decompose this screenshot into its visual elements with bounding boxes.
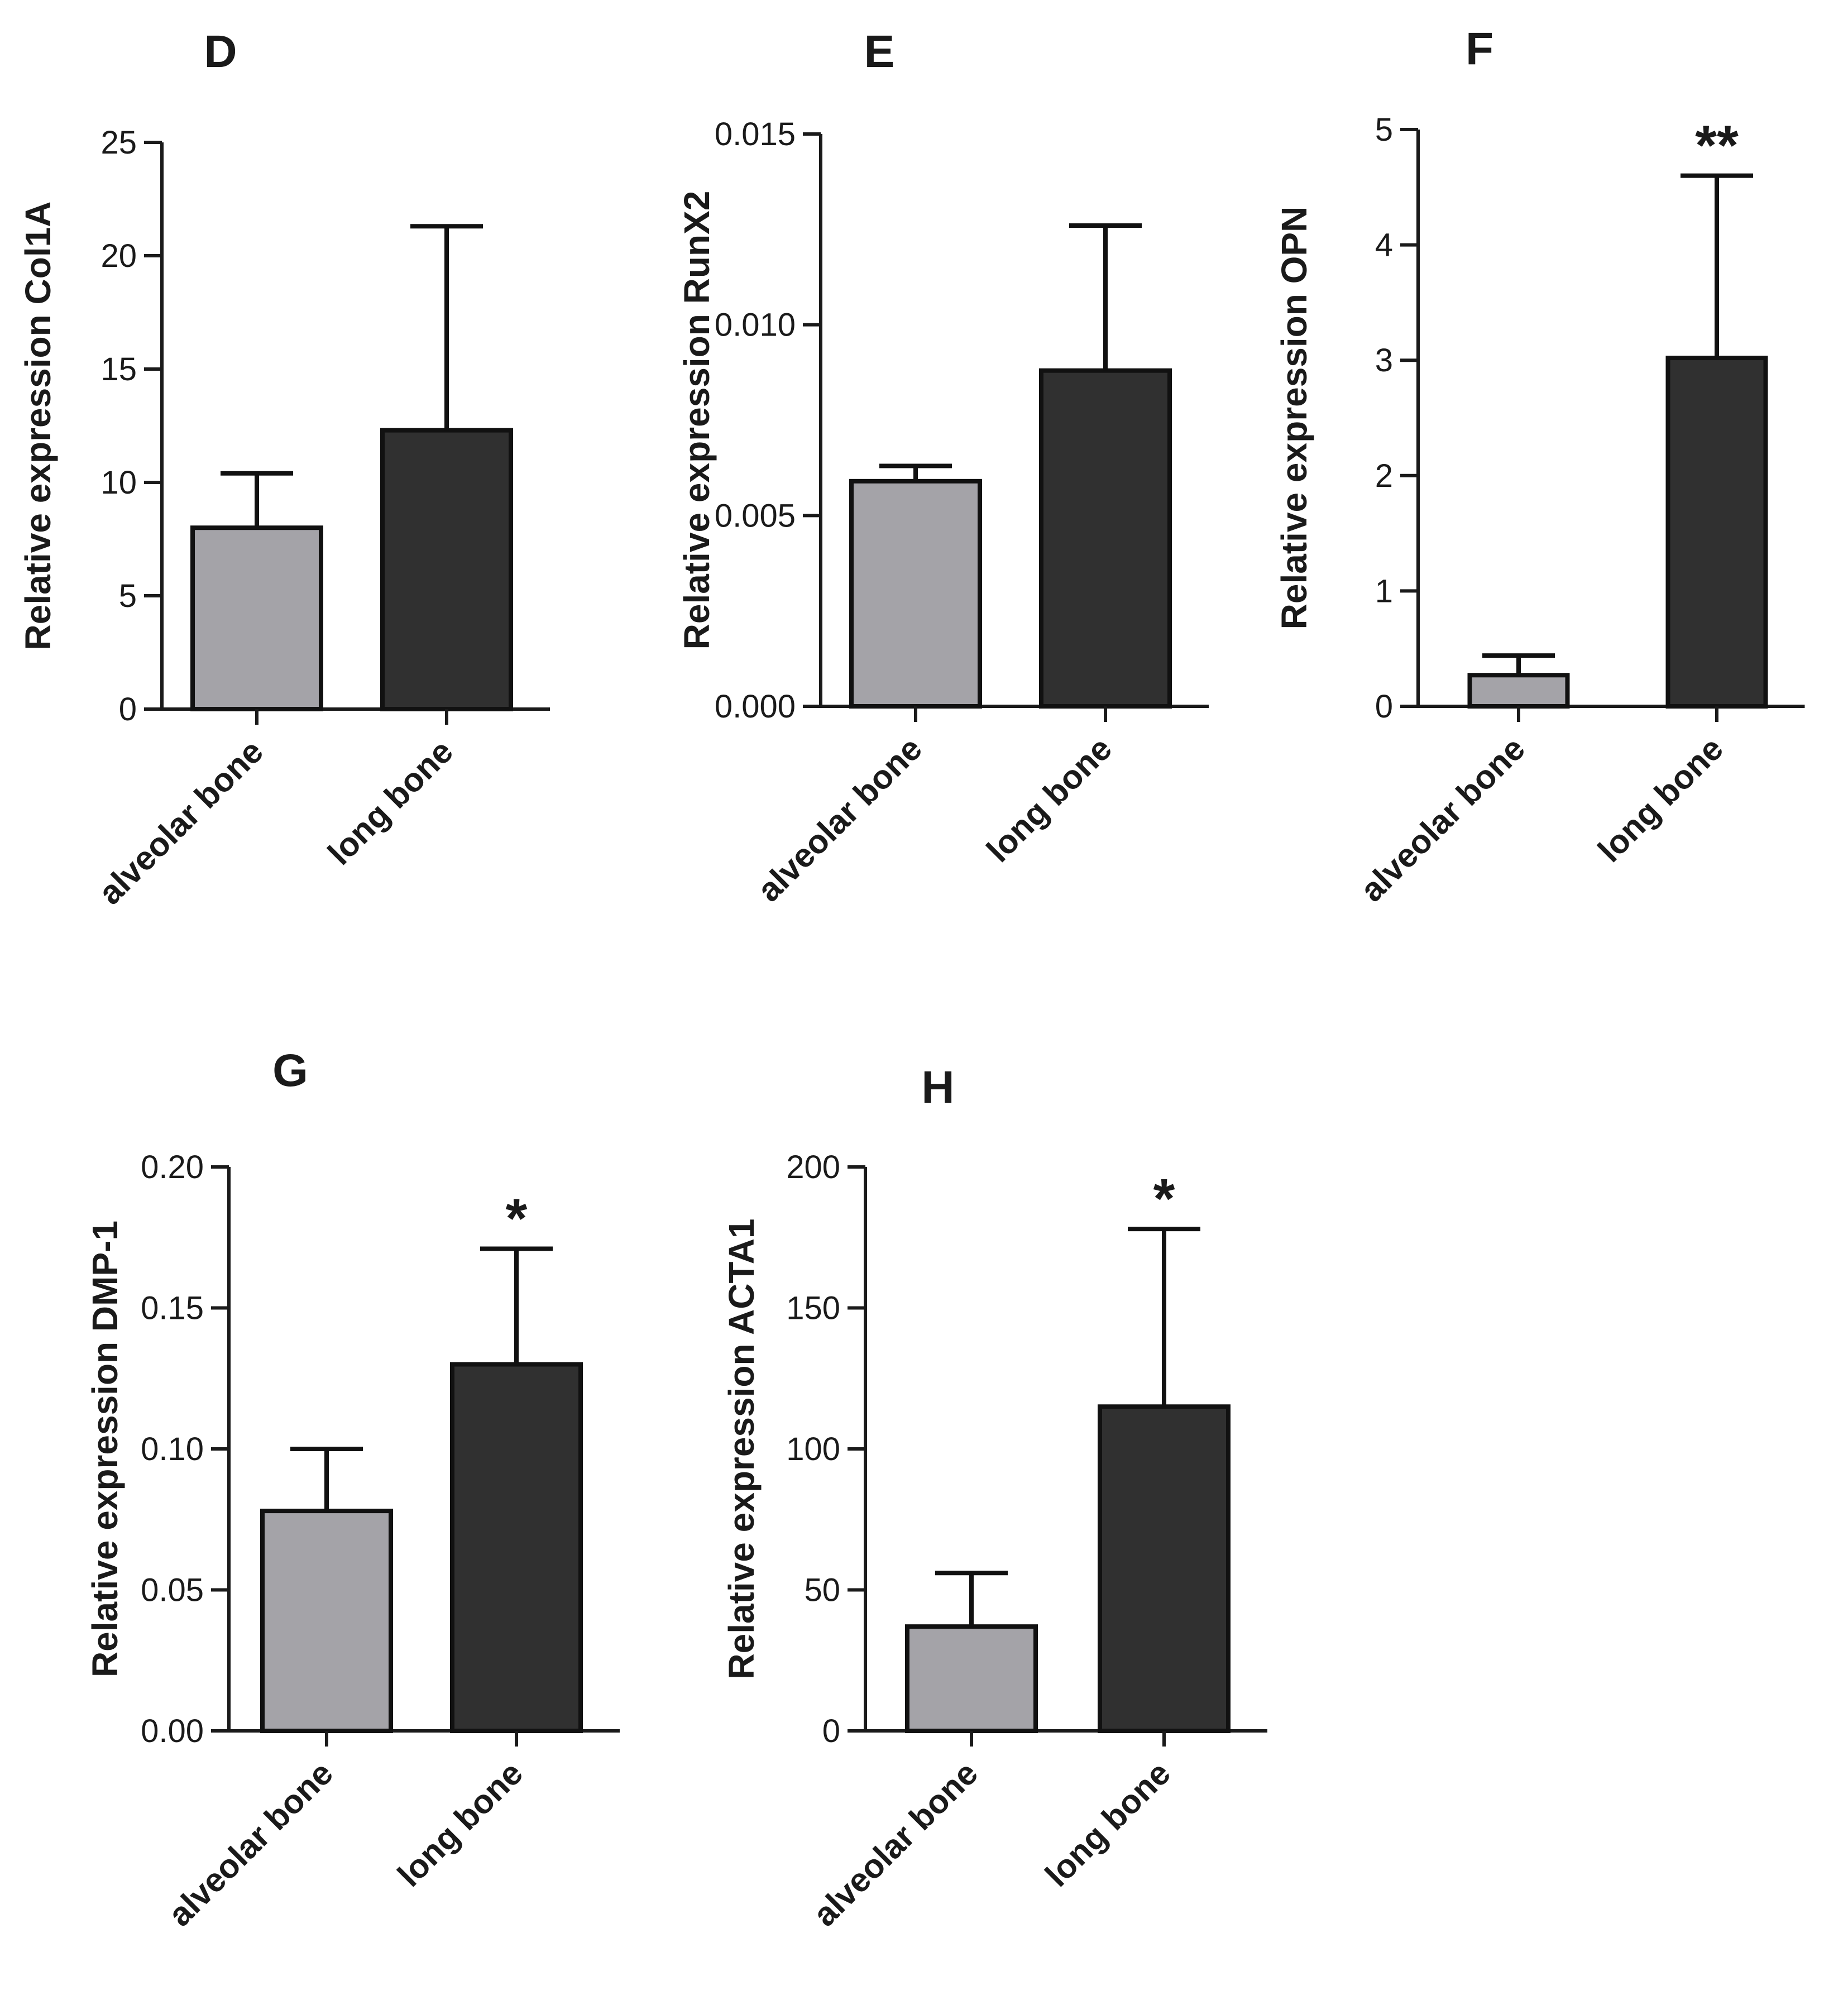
y-tick-label: 0.000 xyxy=(715,688,796,725)
x-tick-label-long-bone: long bone xyxy=(390,1754,530,1894)
y-tick-label: 0 xyxy=(119,691,137,728)
y-tick-label: 5 xyxy=(119,578,137,614)
y-tick-label: 0.05 xyxy=(141,1572,204,1609)
y-tick-label: 15 xyxy=(100,351,137,387)
panel-h: H Relative expression ACTA1 0 50 100 150 200 al… xyxy=(721,1062,1267,1934)
y-tick-label: 5 xyxy=(1375,112,1393,148)
bar-alveolar-bone xyxy=(1467,673,1570,709)
panel-label: H xyxy=(921,1062,954,1113)
y-axis-label: Relative expression RunX2 xyxy=(677,191,717,650)
y-tick-label: 20 xyxy=(100,238,137,274)
x-tick-label-long-bone: long bone xyxy=(1038,1754,1177,1894)
x-tick-label-alveolar-bone: alveolar bone xyxy=(1353,730,1532,909)
x-tick-label-long-bone: long bone xyxy=(1591,730,1730,869)
y-tick-label: 0.15 xyxy=(141,1290,204,1327)
y-tick-label: 0.00 xyxy=(141,1713,204,1749)
y-tick-label: 0.005 xyxy=(715,497,796,534)
panel-label: D xyxy=(204,26,237,77)
y-tick-label: 2 xyxy=(1375,458,1393,494)
y-tick-label: 1 xyxy=(1375,573,1393,609)
x-tick-label-alveolar-bone: alveolar bone xyxy=(161,1754,340,1934)
significance-marker: * xyxy=(1153,1168,1175,1230)
bar-alveolar-bone xyxy=(905,1624,1038,1733)
y-axis-label: Relative expression OPN xyxy=(1274,207,1314,630)
y-tick-label: 200 xyxy=(786,1149,840,1185)
y-tick-label: 150 xyxy=(786,1290,840,1327)
bar-alveolar-bone xyxy=(260,1509,393,1734)
y-tick-label: 25 xyxy=(100,125,137,161)
y-axis-label: Relative expression DMP-1 xyxy=(85,1221,125,1677)
panel-label: F xyxy=(1466,23,1493,74)
y-tick-label: 100 xyxy=(786,1431,840,1467)
bar-long-bone xyxy=(1665,356,1768,709)
bar-alveolar-bone xyxy=(849,479,982,709)
panel-g: G Relative expression DMP-1 0.00 0.05 0.10 0.… xyxy=(85,1045,620,1934)
panel-e: E Relative expression RunX2 0.000 0.005 0.01… xyxy=(677,26,1209,909)
x-tick-label-alveolar-bone: alveolar bone xyxy=(91,733,270,912)
y-tick-label: 0.20 xyxy=(141,1149,204,1185)
y-tick-label: 3 xyxy=(1375,342,1393,379)
significance-marker: ** xyxy=(1695,114,1739,177)
x-tick-label-long-bone: long bone xyxy=(320,733,460,872)
x-tick-label-alveolar-bone: alveolar bone xyxy=(806,1754,985,1934)
panel-label: G xyxy=(272,1045,308,1096)
significance-marker: * xyxy=(506,1187,528,1250)
y-tick-label: 4 xyxy=(1375,227,1393,264)
panel-label: E xyxy=(864,26,895,77)
bar-alveolar-bone xyxy=(190,525,323,711)
y-tick-label: 0.010 xyxy=(715,307,796,343)
bar-long-bone xyxy=(1098,1404,1231,1733)
bar-long-bone xyxy=(1039,368,1172,709)
bar-long-bone xyxy=(380,428,513,711)
x-tick-label-alveolar-bone: alveolar bone xyxy=(750,730,929,909)
y-axis-label: Relative expression ACTA1 xyxy=(721,1218,762,1679)
y-tick-label: 10 xyxy=(100,465,137,501)
y-tick-label: 0.015 xyxy=(715,116,796,152)
y-tick-label: 0 xyxy=(822,1713,840,1749)
y-tick-label: 0 xyxy=(1375,688,1393,725)
y-axis-label: Relative expression Col1A xyxy=(18,202,58,650)
y-tick-label: 0.10 xyxy=(141,1431,204,1467)
bar-long-bone xyxy=(450,1362,583,1733)
x-tick-label-long-bone: long bone xyxy=(979,730,1119,869)
y-tick-label: 50 xyxy=(804,1572,840,1609)
panel-d: D Relative expression Col1A 0 5 10 15 20 25 alve… xyxy=(18,26,550,912)
panel-f: F Relative expression OPN 0 1 2 3 4 5 alveolar b… xyxy=(1274,23,1805,909)
